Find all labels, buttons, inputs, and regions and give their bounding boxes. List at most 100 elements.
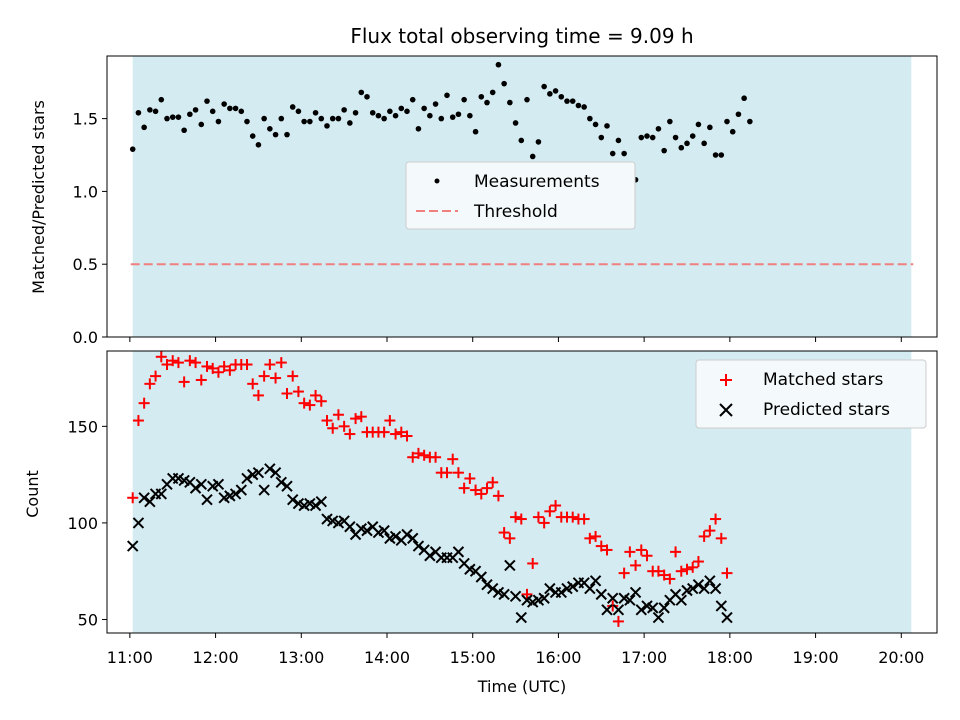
- measurement-point: [147, 107, 153, 113]
- measurement-point: [272, 131, 279, 138]
- matched-star-point: [201, 360, 213, 372]
- matched-star-point: [218, 360, 230, 372]
- measurement-point: [729, 128, 736, 135]
- measurement-point: [398, 105, 405, 112]
- measurement-point: [541, 83, 547, 90]
- matched-star-point: [515, 513, 527, 525]
- predicted-star-point: [481, 579, 493, 591]
- matched-star-point: [630, 559, 642, 571]
- measurement-point: [552, 88, 559, 94]
- measurement-point: [312, 109, 319, 116]
- measurement-point: [369, 109, 376, 116]
- matched-star-point: [127, 492, 139, 504]
- measurement-points: [129, 61, 753, 215]
- measurement-point: [421, 105, 427, 112]
- matched-star-point: [675, 565, 687, 577]
- matched-star-point: [504, 532, 516, 544]
- matched-star-point: [607, 600, 619, 612]
- predicted-star-point: [698, 582, 710, 595]
- bottom-plot-frame: [106, 350, 938, 634]
- top-y-axis: 0.0 0.5 1.0 1.5: [73, 110, 107, 347]
- predicted-star-point: [424, 550, 436, 562]
- matched-star-point: [544, 505, 556, 517]
- x-tick-label: 17:00: [621, 648, 667, 667]
- measurement-point: [604, 123, 610, 129]
- predicted-star-point: [258, 484, 270, 496]
- matched-star-point: [538, 517, 550, 529]
- measurement-point: [289, 104, 296, 110]
- predicted-star-point: [538, 592, 550, 604]
- measurement-point: [712, 152, 719, 158]
- matched-star-point: [578, 513, 590, 525]
- predicted-star-point: [629, 586, 642, 599]
- predicted-star-point: [601, 604, 613, 616]
- matched-star-point: [344, 428, 356, 440]
- predicted-star-point: [504, 559, 516, 572]
- matched-star-point: [350, 413, 362, 425]
- measurement-point: [489, 89, 496, 96]
- top-plot-frame: [106, 55, 938, 338]
- measurement-point: [129, 146, 136, 152]
- top-plot-panel: 0.0 0.5 1.0 1.5 Matched/Predicted stars Mea…: [29, 55, 938, 347]
- predicted-star-point: [544, 582, 556, 595]
- measurement-point: [415, 125, 422, 132]
- x-tick-label: 19:00: [793, 648, 839, 667]
- predicted-star-point: [687, 582, 699, 595]
- matched-star-point: [224, 364, 236, 376]
- predicted-star-point: [315, 495, 327, 508]
- predicted-star-point: [487, 582, 499, 595]
- matched-star-point: [652, 565, 664, 577]
- matched-star-point: [281, 387, 293, 399]
- matched-star-point: [338, 420, 350, 432]
- measurement-point: [409, 96, 416, 103]
- measurement-point: [695, 121, 702, 128]
- measurement-point: [547, 91, 553, 97]
- matched-star-point: [178, 376, 190, 388]
- measurement-point: [387, 108, 393, 115]
- bottom-y-tick-label: 50: [78, 610, 98, 629]
- matched-star-point: [510, 511, 522, 523]
- measurement-point: [169, 114, 176, 120]
- matched-star-point: [407, 451, 419, 463]
- matched-star-point: [332, 409, 344, 421]
- measurement-point: [615, 137, 622, 144]
- matched-star-point: [241, 359, 253, 371]
- bottom-y-axis-label: Count: [23, 470, 42, 518]
- predicted-star-point: [144, 495, 156, 508]
- predicted-star-point: [252, 466, 265, 479]
- measurement-point: [249, 133, 256, 139]
- bottom-legend: Matched stars Predicted stars: [695, 359, 927, 429]
- predicted-star-point: [269, 466, 282, 479]
- predicted-star-point: [195, 478, 207, 490]
- predicted-star-point: [692, 579, 705, 591]
- measurement-point: [221, 101, 227, 107]
- measurement-point: [689, 133, 696, 139]
- predicted-star-point: [715, 600, 727, 612]
- matched-star-point: [401, 430, 413, 442]
- measurement-point: [581, 104, 587, 110]
- matched-star-point: [721, 567, 733, 579]
- predicted-star-point: [704, 575, 716, 587]
- matched-star-point: [532, 511, 544, 523]
- predicted-legend-label: Predicted stars: [763, 400, 890, 420]
- matched-star-point: [378, 426, 390, 438]
- measurement-point: [164, 115, 170, 122]
- predicted-star-point: [721, 611, 733, 624]
- predicted-star-point: [452, 546, 465, 558]
- bottom-y-tick-label: 150: [67, 417, 98, 436]
- top-y-tick-label: 0.5: [73, 255, 98, 274]
- predicted-star-point: [607, 592, 619, 604]
- matched-star-point: [247, 378, 259, 390]
- measurement-point: [529, 153, 536, 160]
- matched-star-point: [395, 426, 407, 438]
- matched-star-point: [212, 366, 224, 378]
- predicted-star-point: [567, 580, 579, 593]
- predicted-star-point: [647, 602, 659, 614]
- measurement-point: [524, 96, 530, 103]
- measurement-point: [209, 108, 216, 115]
- predicted-star-point: [509, 590, 522, 603]
- predicted-star-point: [555, 586, 567, 599]
- measurement-point: [198, 121, 205, 128]
- matched-star-point: [470, 484, 482, 496]
